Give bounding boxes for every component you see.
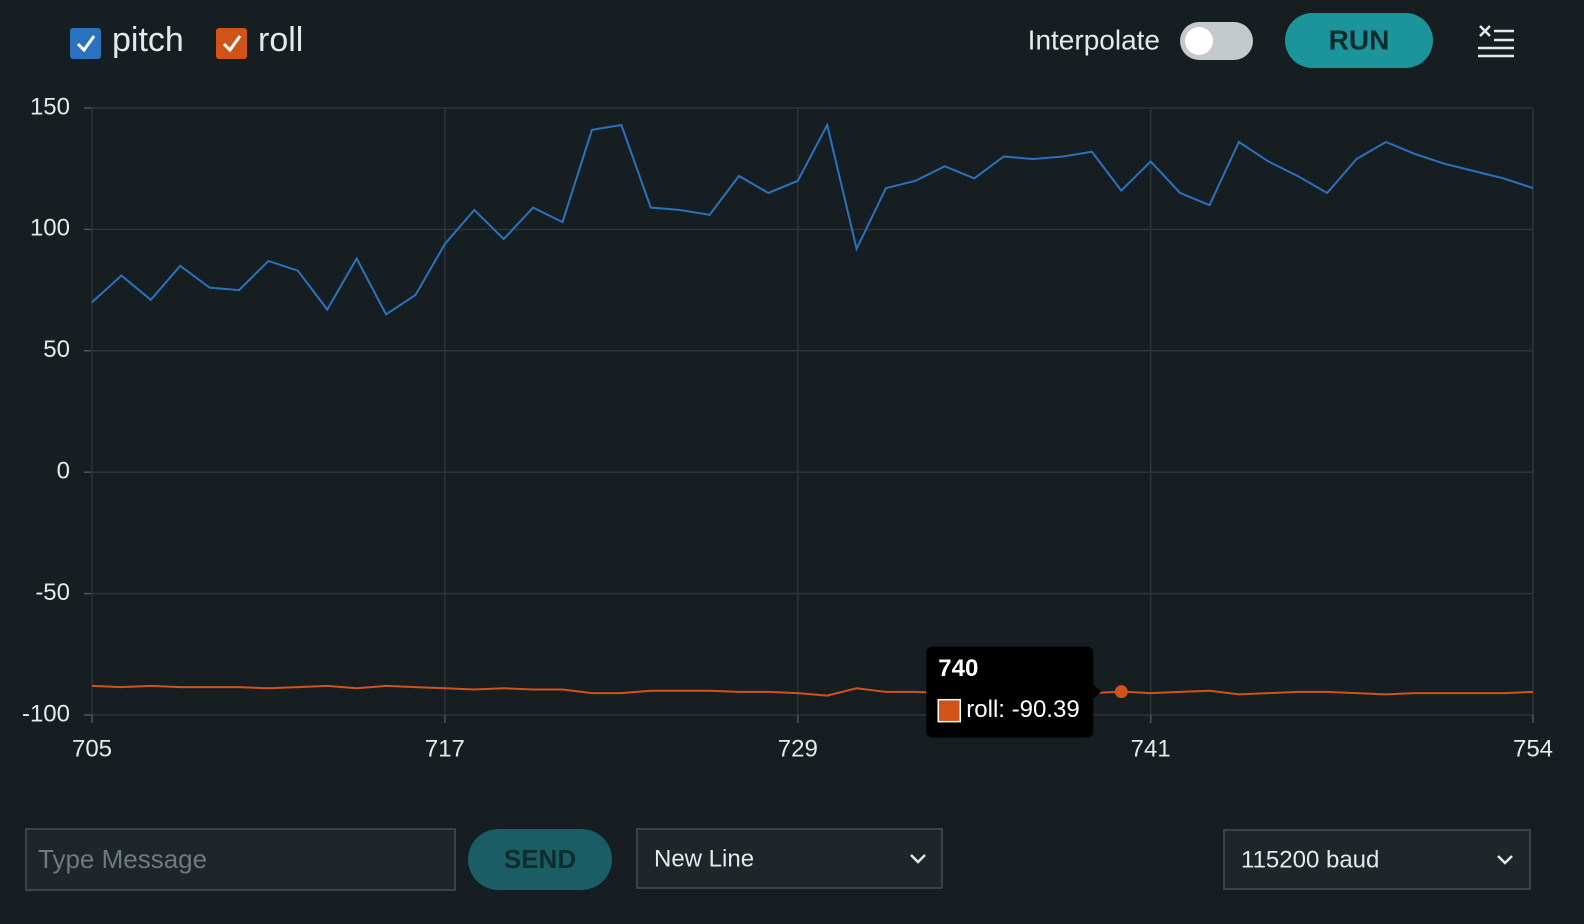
legend-item[interactable]: pitch [70,21,184,59]
select-value[interactable]: New Line [654,845,754,872]
y-tick-label: -100 [22,700,70,727]
legend-label[interactable]: roll [258,21,303,59]
toggle-knob[interactable] [1185,27,1213,55]
x-tick-label: 729 [778,735,818,762]
send-button-bg[interactable] [468,829,612,890]
tooltip-arrow [1093,684,1102,699]
y-tick-label: -50 [35,579,70,606]
y-tick-label: 50 [43,336,70,363]
select-box[interactable] [636,828,943,889]
line-ending-select[interactable]: New Line [636,828,943,889]
clear-icon-path[interactable] [1478,25,1514,58]
legend-check[interactable] [222,35,242,53]
legend-checkbox[interactable] [70,28,101,59]
x-tick-label: 717 [425,735,465,762]
run-button[interactable]: RUN [1285,13,1433,68]
tooltip-swatch [937,698,962,723]
clear-icon[interactable] [1478,25,1514,58]
series-line [91,122,1534,316]
interpolate-toggle[interactable] [1180,22,1253,60]
select-chevron[interactable] [1497,855,1513,865]
x-tick-label: 705 [72,735,112,762]
send-button[interactable]: SEND [468,829,612,890]
input-placeholder[interactable]: Type Message [38,844,207,874]
series-line [91,684,1534,697]
select-chevron[interactable] [910,854,926,864]
x-tick-label: 741 [1131,735,1171,762]
legend-item[interactable]: roll [216,21,303,59]
baud-select[interactable]: 115200 baud [1223,829,1531,890]
x-tick-label: 754 [1513,735,1553,762]
hover-point [1114,685,1128,699]
select-value[interactable]: 115200 baud [1241,846,1379,873]
legend-label[interactable]: pitch [112,21,184,59]
run-button-bg[interactable] [1285,13,1433,68]
y-tick-label: 150 [30,93,70,120]
message-input[interactable]: Type Message [25,828,456,891]
input-box[interactable] [25,828,456,891]
send-label[interactable]: SEND [504,844,576,874]
run-label[interactable]: RUN [1329,24,1390,55]
tooltip-label: roll: -90.39 [966,696,1079,723]
tooltip-title: 740 [938,655,978,682]
legend-check[interactable] [76,35,96,53]
select-box[interactable] [1223,829,1531,890]
legend-checkbox[interactable] [216,28,247,59]
y-tick-label: 0 [57,458,70,485]
y-tick-label: 100 [30,215,70,242]
tooltip-box [926,646,1094,738]
tooltip: 740 roll: -90.39 [926,646,1102,738]
interpolate-label: Interpolate [1028,24,1160,55]
